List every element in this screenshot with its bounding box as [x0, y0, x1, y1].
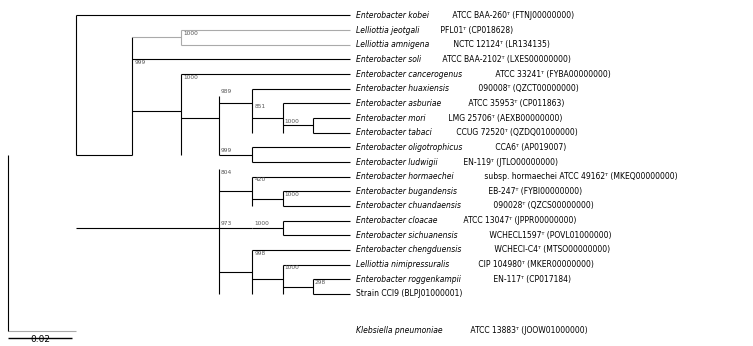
- Text: CCA6ᵀ (AP019007): CCA6ᵀ (AP019007): [493, 143, 566, 152]
- Text: subsp. hormaechei ATCC 49162ᵀ (MKEQ00000000): subsp. hormaechei ATCC 49162ᵀ (MKEQ00000…: [482, 172, 678, 181]
- Text: Enterobacter tabaci: Enterobacter tabaci: [356, 128, 432, 137]
- Text: 1000: 1000: [285, 265, 300, 270]
- Text: Enterobacter hormaechei: Enterobacter hormaechei: [356, 172, 454, 181]
- Text: 090028ᵀ (QZCS00000000): 090028ᵀ (QZCS00000000): [492, 201, 594, 210]
- Text: 0.02: 0.02: [30, 335, 50, 344]
- Text: LMG 25706ᵀ (AEXB00000000): LMG 25706ᵀ (AEXB00000000): [446, 113, 562, 122]
- Text: 1000: 1000: [183, 31, 198, 36]
- Text: 1000: 1000: [183, 75, 198, 80]
- Text: Lelliottia jeotgali: Lelliottia jeotgali: [356, 26, 419, 35]
- Text: Enterobacter bugandensis: Enterobacter bugandensis: [356, 187, 457, 196]
- Text: ATCC 35953ᵀ (CP011863): ATCC 35953ᵀ (CP011863): [466, 99, 565, 108]
- Text: Enterobacter mori: Enterobacter mori: [356, 113, 425, 122]
- Text: 999: 999: [135, 60, 146, 65]
- Text: 804: 804: [221, 170, 232, 175]
- Text: Enterobacter oligotrophicus: Enterobacter oligotrophicus: [356, 143, 462, 152]
- Text: 1000: 1000: [285, 119, 300, 124]
- Text: 420: 420: [255, 177, 266, 182]
- Text: PFL01ᵀ (CP018628): PFL01ᵀ (CP018628): [437, 26, 513, 35]
- Text: Enterobacter ludwigii: Enterobacter ludwigii: [356, 157, 437, 166]
- Text: Klebsiella pneumoniae: Klebsiella pneumoniae: [356, 326, 443, 335]
- Text: 998: 998: [255, 251, 266, 256]
- Text: Enterobacter cloacae: Enterobacter cloacae: [356, 216, 437, 225]
- Text: 851: 851: [255, 104, 266, 109]
- Text: EN-117ᵀ (CP017184): EN-117ᵀ (CP017184): [491, 275, 572, 284]
- Text: NCTC 12124ᵀ (LR134135): NCTC 12124ᵀ (LR134135): [450, 40, 550, 49]
- Text: Enterobacter soli: Enterobacter soli: [356, 55, 422, 64]
- Text: WCHECL1597ᵀ (POVL01000000): WCHECL1597ᵀ (POVL01000000): [487, 231, 611, 240]
- Text: 973: 973: [221, 221, 232, 226]
- Text: Lelliottia nimipressuralis: Lelliottia nimipressuralis: [356, 260, 450, 269]
- Text: ATCC 33241ᵀ (FYBA00000000): ATCC 33241ᵀ (FYBA00000000): [493, 70, 611, 79]
- Text: CIP 104980ᵀ (MKER00000000): CIP 104980ᵀ (MKER00000000): [477, 260, 594, 269]
- Text: CCUG 72520ᵀ (QZDQ01000000): CCUG 72520ᵀ (QZDQ01000000): [454, 128, 578, 137]
- Text: Enterobacter sichuanensis: Enterobacter sichuanensis: [356, 231, 458, 240]
- Text: ATCC 13047ᵀ (JPPR00000000): ATCC 13047ᵀ (JPPR00000000): [461, 216, 577, 225]
- Text: 1000: 1000: [285, 192, 300, 197]
- Text: 999: 999: [221, 148, 232, 153]
- Text: ATCC BAA-260ᵀ (FTNJ00000000): ATCC BAA-260ᵀ (FTNJ00000000): [450, 11, 575, 20]
- Text: Enterobacter roggenkampii: Enterobacter roggenkampii: [356, 275, 461, 284]
- Text: Enterobacter asburiae: Enterobacter asburiae: [356, 99, 441, 108]
- Text: Enterobacter chengduensis: Enterobacter chengduensis: [356, 246, 462, 255]
- Text: Enterobacter chuandaensis: Enterobacter chuandaensis: [356, 201, 461, 210]
- Text: ATCC BAA-2102ᵀ (LXES00000000): ATCC BAA-2102ᵀ (LXES00000000): [440, 55, 571, 64]
- Text: Strain CCI9 (BLPJ01000001): Strain CCI9 (BLPJ01000001): [356, 290, 462, 299]
- Text: 090008ᵀ (QZCT00000000): 090008ᵀ (QZCT00000000): [476, 84, 579, 93]
- Text: 1000: 1000: [255, 221, 270, 226]
- Text: Lelliottia amnigena: Lelliottia amnigena: [356, 40, 429, 49]
- Text: ATCC 13883ᵀ (JOOW01000000): ATCC 13883ᵀ (JOOW01000000): [468, 326, 587, 335]
- Text: 989: 989: [221, 89, 232, 94]
- Text: EN-119ᵀ (JTLO00000000): EN-119ᵀ (JTLO00000000): [462, 157, 558, 166]
- Text: Enterobacter cancerogenus: Enterobacter cancerogenus: [356, 70, 462, 79]
- Text: Enterobacter kobei: Enterobacter kobei: [356, 11, 429, 20]
- Text: WCHECI-C4ᵀ (MTSO00000000): WCHECI-C4ᵀ (MTSO00000000): [492, 246, 610, 255]
- Text: 298: 298: [315, 280, 326, 285]
- Text: EB-247ᵀ (FYBI00000000): EB-247ᵀ (FYBI00000000): [486, 187, 582, 196]
- Text: Enterobacter huaxiensis: Enterobacter huaxiensis: [356, 84, 450, 93]
